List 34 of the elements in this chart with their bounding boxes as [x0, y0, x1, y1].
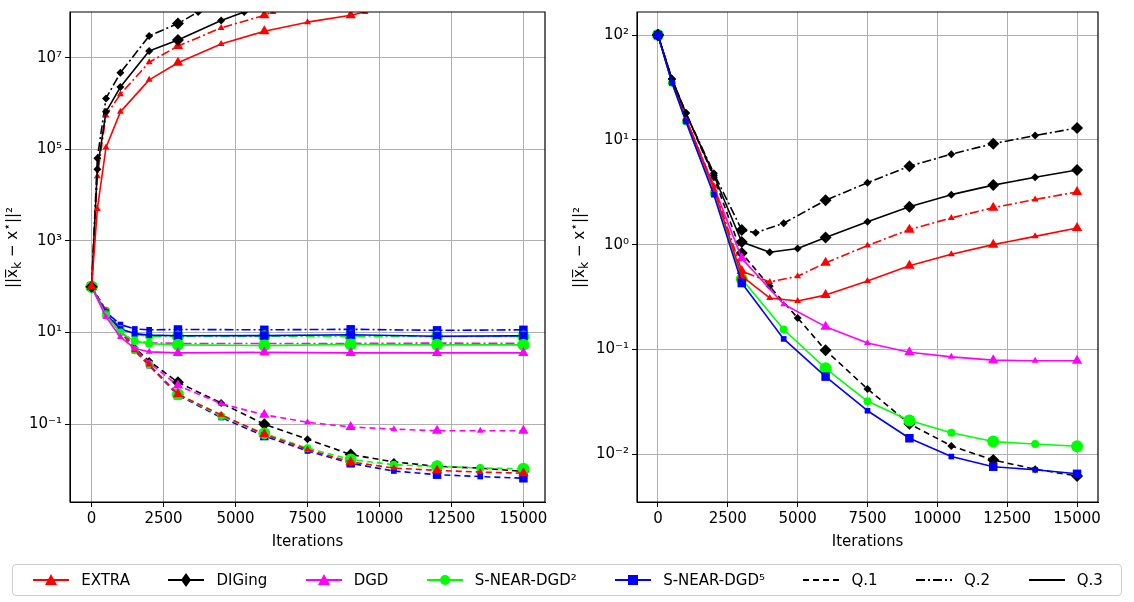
y-tick-label: 10⁷	[36, 47, 62, 66]
legend-label: Q.3	[1076, 571, 1103, 589]
x-tick-label: 12500	[983, 508, 1032, 527]
x-tick-label: 5000	[778, 508, 817, 527]
x-tick-label: 0	[653, 508, 663, 527]
y-tick-label: 10¹	[36, 322, 62, 341]
x-tick-label: 0	[86, 508, 97, 527]
x-tick-label: 2500	[708, 508, 747, 527]
y-tick-label: 10¹	[603, 129, 629, 148]
legend-label: DIGing	[216, 571, 268, 589]
x-tick-label: 12500	[427, 508, 476, 527]
legend-label: EXTRA	[81, 571, 130, 589]
y-tick-label: 10⁵	[36, 139, 62, 158]
legend-label: S-NEAR-DGD⁵	[663, 571, 766, 589]
x-tick-label: 2500	[144, 508, 183, 527]
x-tick-label: 7500	[848, 508, 887, 527]
x-axis-title: Iterations	[831, 531, 904, 550]
x-axis-title: Iterations	[271, 531, 344, 550]
x-tick-label: 10000	[913, 508, 962, 527]
y-tick-label: 10⁻¹	[595, 339, 629, 358]
x-tick-label: 5000	[216, 508, 255, 527]
y-tick-label: 10⁰	[603, 234, 629, 253]
legend-label: DGD	[353, 571, 389, 589]
legend-label: Q.2	[964, 571, 991, 589]
legend-label: Q.1	[851, 571, 878, 589]
x-tick-label: 15000	[1053, 508, 1101, 527]
y-tick-label: 10²	[603, 24, 629, 43]
y-tick-label: 10³	[36, 230, 62, 249]
legend-label: S-NEAR-DGD²	[474, 571, 577, 589]
x-tick-label: 15000	[499, 508, 548, 527]
y-tick-label: 10⁻²	[595, 444, 629, 463]
y-tick-label: 10⁻¹	[28, 414, 62, 433]
x-tick-label: 7500	[288, 508, 327, 527]
x-tick-label: 10000	[355, 508, 404, 527]
